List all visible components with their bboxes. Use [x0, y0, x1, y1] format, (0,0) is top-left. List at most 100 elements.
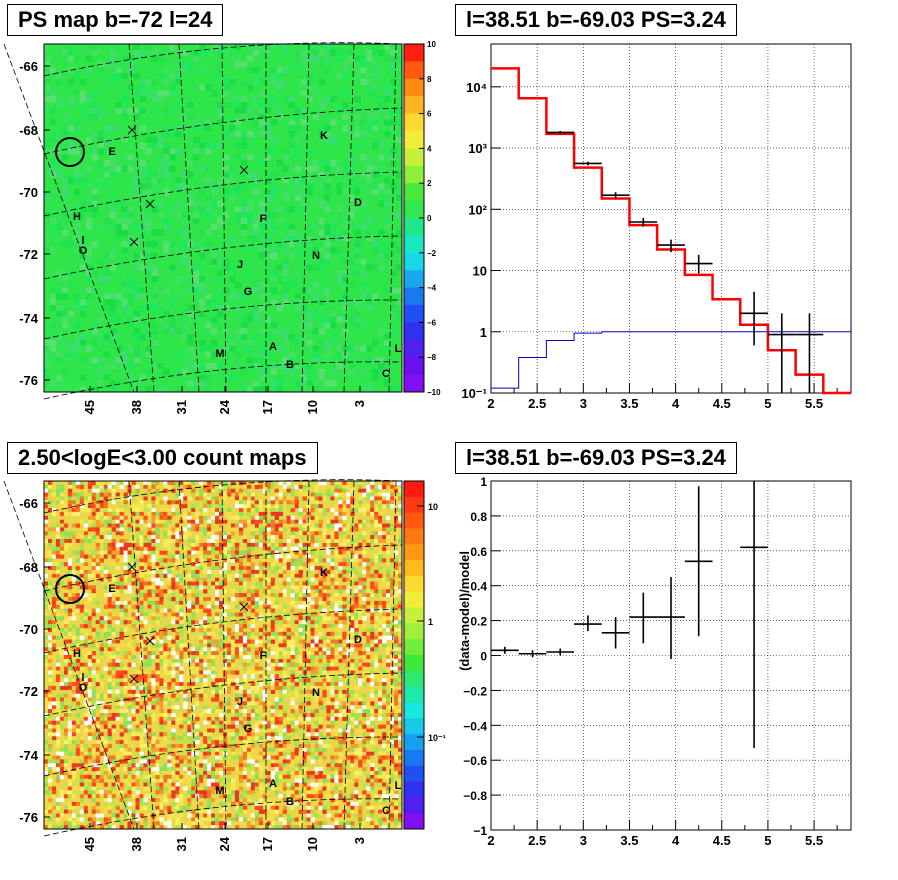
map-pixel — [267, 597, 271, 601]
map-pixel — [307, 79, 313, 85]
map-pixel — [295, 593, 299, 597]
map-pixel — [384, 56, 390, 62]
map-pixel — [227, 555, 231, 559]
map-pixel — [319, 102, 325, 108]
map-pixel — [259, 500, 263, 504]
map-pixel — [62, 311, 68, 317]
map-pixel — [211, 481, 215, 485]
map-pixel — [231, 527, 235, 531]
map-pixel — [80, 340, 86, 346]
map-pixel — [199, 585, 203, 589]
map-pixel — [251, 597, 255, 601]
map-pixel — [374, 643, 378, 647]
map-pixel — [235, 531, 239, 535]
map-pixel — [44, 663, 48, 667]
map-pixel — [181, 212, 187, 218]
map-pixel — [382, 605, 386, 609]
map-pixel — [243, 597, 247, 601]
map-pixel — [324, 299, 330, 305]
map-pixel — [50, 270, 56, 276]
map-pixel — [136, 539, 140, 543]
map-pixel — [378, 311, 384, 317]
map-pixel — [132, 640, 136, 644]
map-pixel — [203, 531, 207, 535]
map-pixel — [322, 624, 326, 628]
map-pixel — [299, 504, 303, 508]
map-pixel — [299, 520, 303, 524]
map-pixel — [334, 663, 338, 667]
map-pixel — [56, 380, 62, 386]
map-pixel — [223, 154, 229, 160]
map-pixel — [44, 363, 50, 369]
map-pixel — [259, 640, 263, 644]
map-pixel — [187, 543, 191, 547]
map-pixel — [301, 241, 307, 247]
map-pixel — [219, 601, 223, 605]
map-pixel — [211, 212, 217, 218]
map-pixel — [116, 582, 120, 586]
map-pixel — [211, 535, 215, 539]
map-pixel — [223, 539, 227, 543]
map-pixel — [374, 582, 378, 586]
map-pixel — [239, 500, 243, 504]
map-pixel — [76, 516, 80, 520]
map-pixel — [289, 131, 295, 137]
map-pixel — [181, 259, 187, 265]
map-pixel — [179, 616, 183, 620]
map-pixel — [108, 508, 112, 512]
map-pixel — [229, 293, 235, 299]
map-pixel — [92, 516, 96, 520]
map-pixel — [151, 539, 155, 543]
map-pixel — [370, 585, 374, 589]
map-pixel — [267, 504, 271, 508]
map-pixel — [384, 224, 390, 230]
map-pixel — [167, 624, 171, 628]
map-pixel — [319, 601, 323, 605]
map-pixel — [112, 485, 116, 489]
map-pixel — [241, 160, 247, 166]
map-pixel — [147, 609, 151, 613]
map-pixel — [112, 620, 116, 624]
map-pixel — [360, 357, 366, 363]
map-pixel — [223, 663, 227, 667]
map-pixel — [386, 493, 390, 497]
map-pixel — [247, 189, 253, 195]
map-pixel — [307, 651, 311, 655]
map-pixel — [330, 508, 334, 512]
map-pixel — [362, 605, 366, 609]
map-pixel — [159, 500, 163, 504]
map-pixel — [259, 520, 263, 524]
map-pixel — [326, 531, 330, 535]
map-pixel — [235, 659, 239, 663]
map-pixel — [120, 651, 124, 655]
map-pixel — [386, 651, 390, 655]
map-pixel — [247, 562, 251, 566]
map-pixel — [175, 613, 179, 617]
map-pixel — [338, 620, 342, 624]
map-pixel — [207, 497, 211, 501]
map-pixel — [203, 543, 207, 547]
map-pixel — [360, 183, 366, 189]
map-pixel — [155, 663, 159, 667]
map-pixel — [151, 585, 155, 589]
map-pixel — [243, 613, 247, 617]
map-pixel — [324, 56, 330, 62]
map-pixel — [80, 620, 84, 624]
map-pixel — [243, 589, 247, 593]
map-pixel — [140, 574, 144, 578]
map-pixel — [98, 224, 104, 230]
map-pixel — [259, 79, 265, 85]
map-pixel — [271, 558, 275, 562]
map-pixel — [289, 282, 295, 288]
map-pixel — [334, 601, 338, 605]
map-pixel — [255, 643, 259, 647]
map-pixel — [390, 547, 394, 551]
map-pixel — [326, 651, 330, 655]
map-pixel — [171, 535, 175, 539]
map-pixel — [350, 601, 354, 605]
map-pixel — [390, 616, 394, 620]
map-pixel — [151, 578, 155, 582]
map-pixel — [287, 647, 291, 651]
map-pixel — [205, 212, 211, 218]
map-pixel — [366, 50, 372, 56]
